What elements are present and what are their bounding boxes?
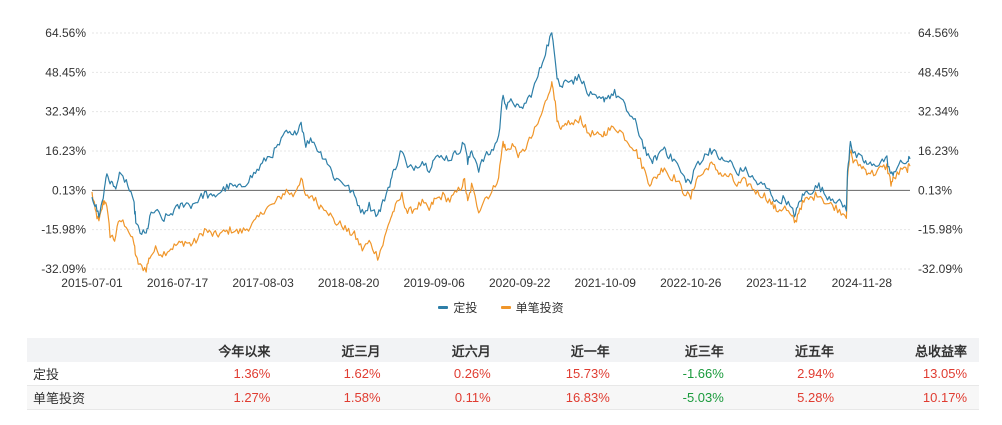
series-line-lump-sum [91,81,911,273]
x-tick-label: 2019-09-06 [403,276,465,290]
row-label: 定投 [27,362,150,386]
x-tick-label: 2022-10-26 [660,276,722,290]
x-tick-label: 2018-08-20 [318,276,380,290]
header-1y: 近一年 [502,338,622,362]
x-tick-label: 2021-10-09 [575,276,637,290]
x-tick-label: 2023-11-12 [746,276,807,290]
cell-value: 13.05% [846,362,979,386]
y-tick-label-left: 0.13% [52,183,86,197]
header-3m: 近三月 [282,338,393,362]
y-tick-label-left: 32.34% [45,105,86,119]
y-tick-label-right: -15.98% [918,223,963,237]
cell-value: 0.11% [392,385,503,410]
cell-value: -1.66% [621,362,736,386]
series-lines [91,32,911,273]
y-tick-label-left: -32.09% [41,262,86,276]
cell-value: 1.58% [282,385,393,410]
row-label: 单笔投资 [27,385,150,410]
cell-value: 2.94% [735,362,847,386]
legend-item-lump-sum[interactable]: 单笔投资 [500,299,564,316]
table-row: 单笔投资 1.27% 1.58% 0.11% 16.83% -5.03% 5.2… [27,385,979,410]
y-tick-label-right: -32.09% [918,262,963,276]
cell-value: 1.36% [149,362,283,386]
y-axis-right: 64.56% 48.45% 32.34% 16.23% 0.13% -15.98% -32.… [918,26,963,276]
table-header-row: 今年以来 近三月 近六月 近一年 近三年 近五年 总收益率 [27,338,979,362]
table-row: 定投 1.36% 1.62% 0.26% 15.73% -1.66% 2.94%… [27,362,979,386]
legend-swatch-dingtou [438,306,449,309]
legend-label-lump-sum: 单笔投资 [515,301,564,315]
cell-value: 10.17% [846,385,979,410]
x-tick-label: 2015-07-01 [61,276,123,290]
cell-value: 15.73% [502,362,622,386]
cell-value: 1.62% [282,362,393,386]
legend-label-dingtou: 定投 [453,301,478,315]
header-6m: 近六月 [392,338,503,362]
cell-value: -5.03% [621,385,736,410]
y-tick-label-right: 0.13% [918,183,952,197]
gridlines [92,32,910,270]
y-tick-label-right: 16.23% [918,144,959,158]
x-axis: 2015-07-01 2016-07-17 2017-08-03 2018-08-20… [61,276,892,290]
legend-swatch-lump-sum [500,306,511,309]
y-tick-label-left: 48.45% [45,65,86,79]
x-tick-label: 2024-11-28 [832,276,893,290]
legend-item-dingtou[interactable]: 定投 [438,299,477,316]
y-tick-label-left: -15.98% [41,223,86,237]
header-5y: 近五年 [735,338,847,362]
x-tick-label: 2016-07-17 [147,276,209,290]
header-3y: 近三年 [621,338,736,362]
y-tick-label-right: 32.34% [918,105,959,119]
returns-table: 今年以来 近三月 近六月 近一年 近三年 近五年 总收益率 定投 1.36% 1… [27,338,979,410]
header-blank [27,338,150,362]
cell-value: 1.27% [149,385,283,410]
x-tick-label: 2020-09-22 [489,276,551,290]
performance-line-chart: 64.56% 48.45% 32.34% 16.23% 0.13% -15.98% -32.… [41,26,963,290]
y-tick-label-right: 64.56% [918,26,959,40]
header-total: 总收益率 [846,338,979,362]
cell-value: 16.83% [502,385,622,410]
y-tick-label-left: 64.56% [45,26,86,40]
y-tick-label-right: 48.45% [918,65,959,79]
chart-legend: 定投 单笔投资 [0,298,1002,316]
series-line-dingtou [91,32,911,235]
cell-value: 0.26% [392,362,503,386]
header-ytd: 今年以来 [149,338,283,362]
y-axis-left: 64.56% 48.45% 32.34% 16.23% 0.13% -15.98% -32.… [41,26,86,276]
x-tick-label: 2017-08-03 [232,276,294,290]
cell-value: 5.28% [735,385,847,410]
y-tick-label-left: 16.23% [45,144,86,158]
